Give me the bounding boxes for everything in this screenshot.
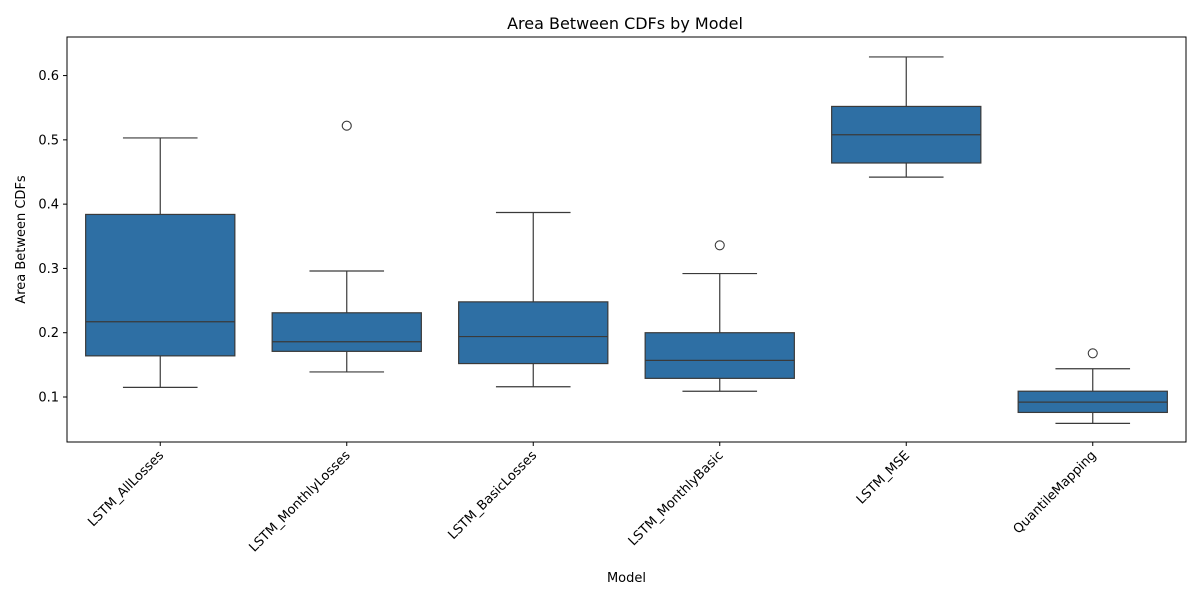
y-tick-label: 0.3 (38, 262, 59, 277)
y-tick-label: 0.5 (38, 133, 59, 148)
x-tick-label: LSTM_MSE (854, 448, 913, 507)
x-tick-label: LSTM_MonthlyBasic (626, 448, 727, 549)
outlier-point (714, 240, 725, 251)
y-tick-label: 0.2 (38, 326, 59, 341)
x-tick-label: LSTM_AllLosses (85, 448, 167, 530)
chart-title: Area Between CDFs by Model (507, 14, 743, 33)
x-axis-label: Model (607, 571, 646, 586)
plot-frame (66, 36, 1187, 443)
y-tick-label: 0.6 (38, 69, 59, 84)
x-tick-label: LSTM_MonthlyLosses (246, 448, 353, 555)
x-tick-label: LSTM_BasicLosses (445, 448, 540, 543)
box-group-LSTM_MonthlyBasic (644, 240, 795, 392)
box-group-LSTM_MSE (831, 56, 982, 178)
x-axis: LSTM_AllLosses LSTM_MonthlyLosses LSTM_Bas… (85, 442, 1100, 555)
box-group-LSTM_MonthlyLosses (271, 120, 422, 373)
y-axis-label: Area Between CDFs (14, 175, 29, 304)
iqr-box (85, 213, 236, 357)
iqr-box (458, 301, 609, 365)
box-group-LSTM_BasicLosses (458, 211, 609, 388)
outlier-point (341, 120, 352, 131)
plot-area (85, 56, 1168, 424)
box-group-LSTM_AllLosses (85, 137, 236, 388)
iqr-box (271, 312, 422, 352)
box-group-QuantileMapping (1017, 348, 1168, 424)
outlier-point (1087, 348, 1098, 359)
y-tick-label: 0.1 (38, 391, 59, 406)
iqr-box (644, 332, 795, 379)
y-axis: 0.1 0.2 0.3 0.4 0.5 0.6 (38, 69, 67, 406)
x-tick-label: QuantileMapping (1011, 448, 1100, 537)
y-tick-label: 0.4 (38, 198, 59, 213)
